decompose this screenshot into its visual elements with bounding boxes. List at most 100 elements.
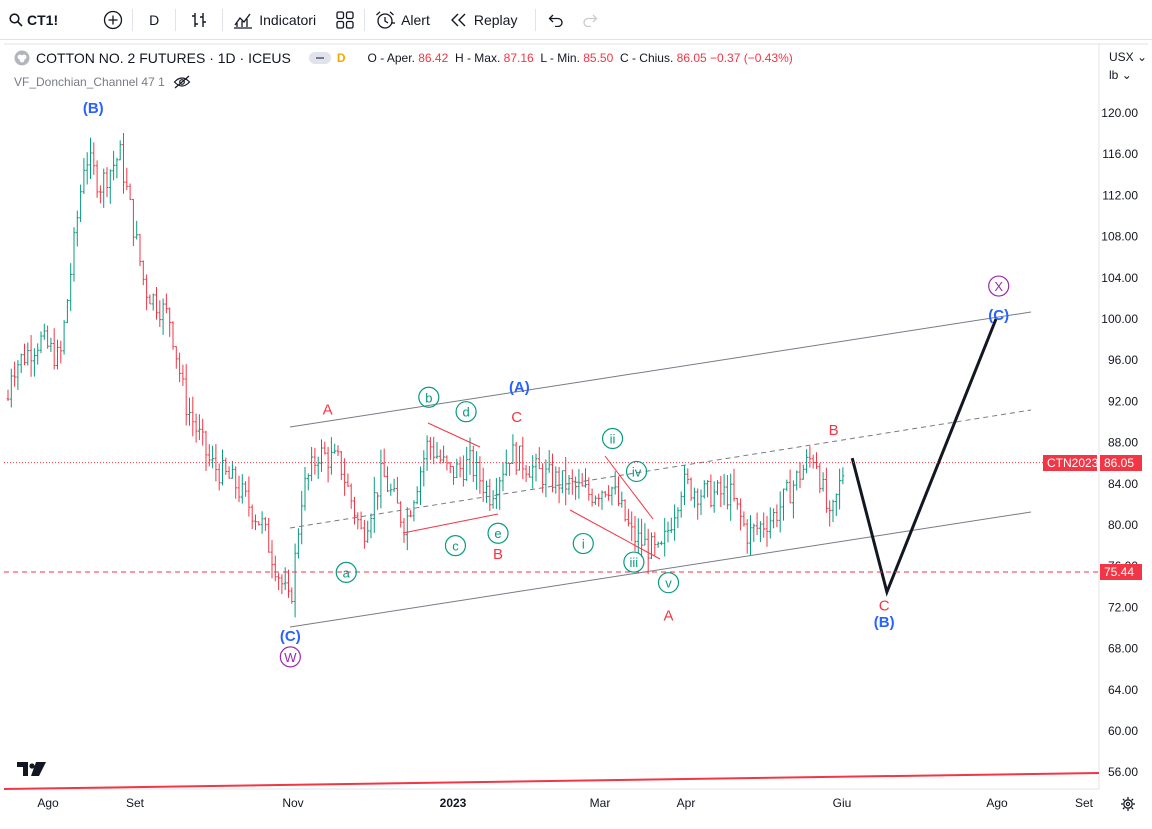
price-tick-label: 104.00 <box>1101 271 1138 285</box>
price-bar <box>716 480 719 496</box>
wave-label: c <box>444 534 467 557</box>
price-bar <box>600 490 604 510</box>
close-label: C - Chius. <box>619 51 674 65</box>
wave-label: iv <box>625 460 648 483</box>
price-bar <box>834 493 838 517</box>
interval-button[interactable]: D <box>133 0 175 40</box>
price-bar <box>815 452 818 469</box>
alarm-clock-icon <box>376 10 396 29</box>
price-axis[interactable]: 120.00 116.00 112.00 108.00 104.00 100.00 96.0… <box>1101 106 1138 779</box>
price-bar <box>590 488 594 507</box>
currency-unit-selector[interactable]: USX ⌄ lb ⌄ <box>1109 48 1147 84</box>
price-bar <box>366 520 370 543</box>
price-bar <box>82 158 86 194</box>
chart-type-button[interactable] <box>176 0 222 40</box>
wave-label: (C) <box>280 628 301 645</box>
wave-circle <box>625 460 648 483</box>
wave-label: (A) <box>509 379 530 396</box>
price-bar <box>561 470 564 494</box>
price-bar <box>422 450 426 487</box>
wave-text: (A) <box>509 379 530 396</box>
price-bar <box>240 474 244 504</box>
price-bar <box>267 517 271 553</box>
price-bar <box>584 468 587 488</box>
replay-label: Replay <box>473 11 518 28</box>
price-bar <box>462 455 465 487</box>
price-bar <box>818 463 822 494</box>
time-tick-label: Mar <box>590 796 611 810</box>
replay-button[interactable]: Replay <box>440 0 528 40</box>
price-bar <box>6 389 10 401</box>
time-axis[interactable]: Ago Set Nov 2023 Mar Apr Giu Ago Set <box>37 796 1093 810</box>
price-bar <box>825 467 828 513</box>
price-bar <box>432 436 436 465</box>
ohlc-values: O - Aper. 86.42 H - Max. 87.16 L - Min. … <box>368 51 793 65</box>
hidden-eye-icon[interactable] <box>173 75 191 89</box>
price-bar <box>376 492 379 510</box>
indicators-button[interactable]: Indicatori <box>223 0 326 40</box>
price-bar <box>151 293 155 311</box>
price-bar <box>831 499 835 523</box>
price-bar <box>531 455 535 489</box>
price-bar <box>227 466 231 479</box>
delayed-flag[interactable]: D <box>336 51 346 65</box>
price-bar <box>356 512 360 530</box>
layouts-button[interactable] <box>326 0 364 40</box>
price-bar <box>471 445 475 482</box>
tradingview-logo[interactable] <box>17 762 46 776</box>
wave-label: (C) <box>988 307 1009 324</box>
bar-chart-icon <box>192 12 207 27</box>
wave-text: b <box>425 390 432 405</box>
price-bar <box>706 480 709 498</box>
price-bar <box>762 512 766 538</box>
undo-button[interactable] <box>536 0 576 40</box>
rewind-icon <box>450 13 466 26</box>
price-bar <box>158 300 162 327</box>
wave-text: (B) <box>874 614 895 631</box>
alert-button[interactable]: Alert <box>365 0 440 40</box>
price-bar <box>498 476 502 510</box>
price-bar <box>59 340 63 364</box>
price-bar <box>207 444 211 467</box>
price-bar <box>775 504 779 528</box>
compare-button[interactable] <box>67 0 132 40</box>
price-bar <box>749 515 752 556</box>
wave-label: i <box>572 532 594 555</box>
price-bar <box>99 185 102 204</box>
price-bar <box>501 462 505 492</box>
unit-dropdown[interactable]: lb ⌄ <box>1109 68 1132 82</box>
chart-background <box>0 40 1152 829</box>
price-bar <box>620 491 624 508</box>
wave-circle <box>572 532 594 555</box>
price-bar <box>412 500 416 522</box>
price-bar <box>382 448 386 478</box>
price-bar <box>320 439 323 472</box>
high-label: H - Max. <box>454 51 501 65</box>
market-status-badge[interactable] <box>308 52 331 64</box>
price-bar <box>29 335 33 377</box>
price-tick-label: 68.00 <box>1108 642 1138 656</box>
wave-text: (C) <box>988 307 1009 324</box>
price-tick-label: 84.00 <box>1108 477 1138 491</box>
price-bar <box>534 453 538 482</box>
time-settings-gear-icon[interactable] <box>1121 797 1135 811</box>
price-bar <box>752 523 756 542</box>
price-bar <box>547 450 551 473</box>
price-tick-label: 56.00 <box>1108 765 1138 779</box>
price-bar <box>656 541 660 548</box>
toolbar-divider <box>132 8 134 31</box>
symbol-search-button[interactable]: CT1! <box>0 0 67 40</box>
price-bar <box>607 485 610 501</box>
redo-button[interactable] <box>576 0 604 40</box>
price-bar <box>745 519 749 554</box>
price-bar <box>264 517 267 531</box>
price-bar <box>788 469 792 504</box>
price-bar <box>300 490 304 545</box>
currency-dropdown[interactable]: USX ⌄ <box>1109 50 1148 64</box>
price-bar <box>448 461 452 474</box>
price-bar <box>676 507 680 529</box>
high-value: 87.16 <box>503 51 534 65</box>
indicator-legend[interactable]: VF_Donchian_Channel 47 1 <box>14 75 191 89</box>
